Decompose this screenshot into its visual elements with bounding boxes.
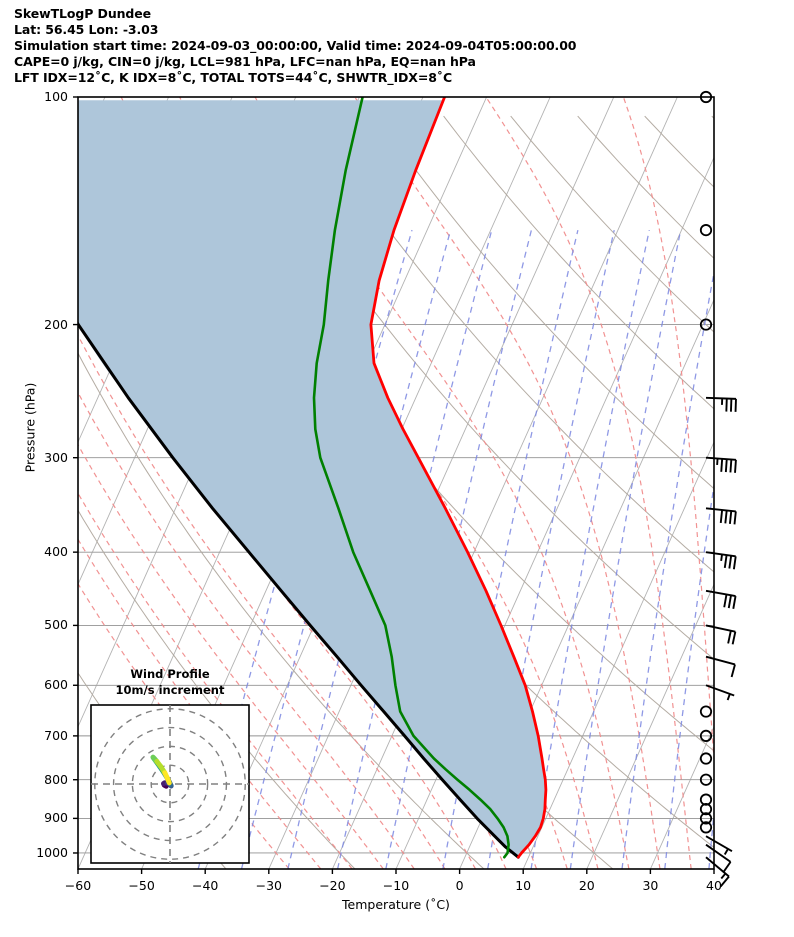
wind-profile-subtitle: 10m/s increment [115, 683, 225, 697]
wind-barb [699, 729, 713, 742]
hodograph-trace-segment [165, 776, 172, 786]
x-axis-tick-label: −10 [382, 878, 410, 893]
y-axis-tick-label: 1000 [36, 844, 68, 860]
y-axis-tick-label: 300 [44, 449, 68, 465]
x-axis-tick-label: 40 [706, 878, 722, 893]
x-axis-tick-label: −30 [255, 878, 282, 893]
simulation-times: Simulation start time: 2024-09-03_00:00:… [14, 38, 577, 53]
figure-title: SkewTLogP Dundee [14, 6, 152, 21]
wind-profile-title: Wind Profile [130, 667, 210, 681]
x-axis-tick-label: 0 [455, 878, 464, 893]
wind-barb [699, 793, 713, 806]
x-axis-tick-label: 20 [578, 878, 595, 893]
wind-barb [699, 812, 713, 825]
wind-barb [699, 318, 713, 331]
sounding-curves [78, 97, 548, 859]
wind-barb [705, 396, 737, 412]
y-axis-tick-label: 700 [44, 727, 68, 743]
wind-barb [705, 843, 732, 874]
y-axis-tick-label: 100 [44, 89, 68, 104]
wind-barb [699, 752, 713, 765]
wind-barb [699, 224, 713, 237]
plot-frame [73, 96, 715, 874]
wind-barb [705, 624, 737, 645]
x-axis-tick-label: −20 [319, 878, 346, 893]
parcel-path-curve [78, 321, 520, 859]
wind-profile-inset [90, 704, 250, 864]
stability-indices: LFT IDX=12˚C, K IDX=8˚C, TOTAL TOTS=44˚C… [14, 70, 453, 85]
wind-barb [705, 456, 737, 473]
cape-cin-indices: CAPE=0 j/kg, CIN=0 j/kg, LCL=981 hPa, LF… [14, 54, 476, 69]
temperature-curve [369, 97, 548, 859]
y-axis-tick-label: 900 [44, 810, 68, 826]
cape-shaded-region [78, 100, 546, 858]
y-axis-label: Pressure (hPa) [22, 382, 38, 473]
wind-barb [699, 773, 713, 786]
x-axis-tick-label: 10 [515, 878, 532, 893]
wind-barb [705, 589, 737, 609]
dewpoint-curve [312, 97, 510, 859]
wind-barb [705, 856, 730, 888]
wind-barb-column [699, 90, 737, 888]
y-axis-tick-label: 200 [44, 316, 68, 332]
wind-barb [705, 684, 735, 701]
wind-barb [699, 821, 713, 834]
x-axis-label: Temperature (˚C) [342, 897, 450, 912]
wind-barb [705, 655, 736, 678]
y-axis-tick-label: 600 [44, 677, 68, 693]
wind-barb [705, 551, 737, 570]
x-axis-tick-label: −50 [128, 878, 155, 893]
wind-barb [699, 705, 713, 718]
station-coordinates: Lat: 56.45 Lon: -3.03 [14, 22, 159, 37]
wind-barb [705, 835, 733, 855]
x-axis-tick-label: 30 [642, 878, 659, 893]
x-axis-tick-label: −60 [64, 878, 92, 893]
y-axis-tick-label: 500 [44, 617, 68, 633]
wind-barb [705, 507, 737, 525]
x-axis-tick-label: −40 [191, 878, 219, 893]
y-axis-tick-label: 800 [44, 771, 68, 787]
y-axis-tick-label: 400 [44, 544, 68, 560]
